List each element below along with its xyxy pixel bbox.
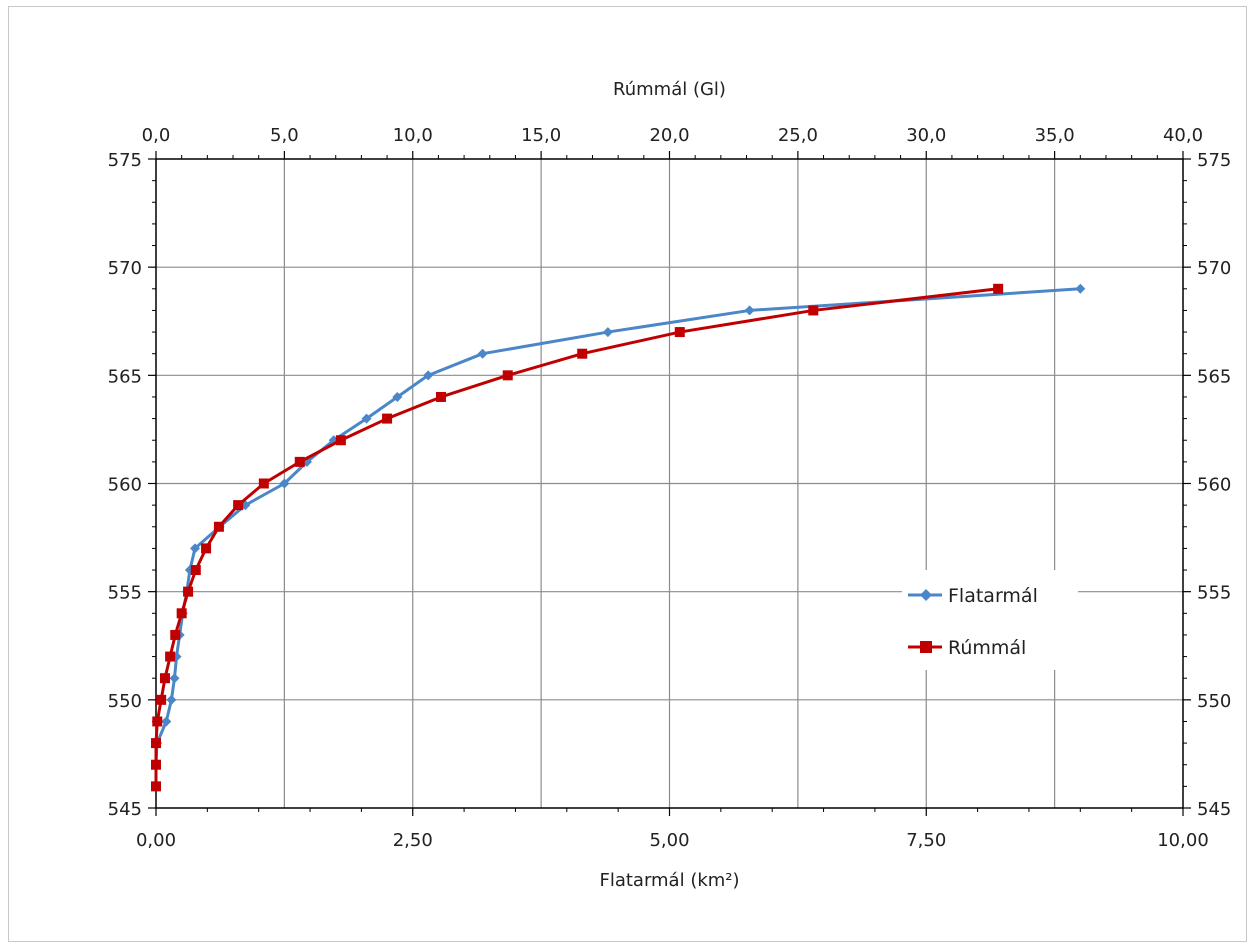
series-line [154, 287, 1081, 787]
data-point [183, 586, 194, 597]
series-0 [151, 283, 1086, 792]
x2-tick-label: 0,0 [142, 125, 171, 146]
data-point [392, 391, 403, 402]
data-point [213, 521, 224, 532]
data-point [161, 716, 172, 727]
data-point [165, 651, 176, 662]
data-point [233, 500, 244, 511]
y-tick-label: 555 [108, 583, 142, 604]
data-point [674, 327, 685, 338]
x2-tick-label: 25,0 [778, 125, 818, 146]
gridlines [156, 159, 1183, 808]
data-point [190, 543, 201, 554]
y-tick-label: 565 [108, 366, 142, 387]
data-point [156, 694, 167, 705]
x2-tick-label: 5,0 [270, 125, 299, 146]
chart-frame [8, 6, 1247, 942]
series-1 [151, 283, 1004, 792]
data-point [1075, 283, 1086, 294]
data-point [435, 391, 446, 402]
data-point [151, 759, 161, 770]
data-point [201, 543, 212, 554]
data-point [744, 305, 755, 316]
y-tick-label: 570 [108, 258, 142, 279]
legend-label: Flatarmál [948, 585, 1038, 607]
x-tick-label: 7,50 [906, 830, 946, 851]
data-point [258, 478, 269, 489]
data-point [151, 781, 161, 792]
x2-tick-label: 10,0 [393, 125, 433, 146]
tick-labels: 545 545 550 550 555 555 560 560 565 565 570 570 575 5… [108, 125, 1232, 851]
y-tick-label: 550 [108, 691, 142, 712]
legend-marker [920, 641, 932, 653]
data-point [502, 370, 513, 381]
data-point [166, 694, 177, 705]
legend-background [902, 570, 1078, 670]
y2-tick-label: 555 [1197, 583, 1231, 604]
x2-tick-label: 35,0 [1035, 125, 1075, 146]
y-tick-label: 560 [108, 475, 142, 496]
data-point [176, 608, 187, 619]
data-point [993, 283, 1004, 294]
y2-tick-label: 550 [1197, 691, 1231, 712]
x2-tick-label: 30,0 [906, 125, 946, 146]
y2-tick-label: 565 [1197, 366, 1231, 387]
y-tick-label: 545 [108, 799, 142, 820]
data-point [159, 673, 170, 684]
series-line [154, 287, 999, 787]
y2-tick-label: 575 [1197, 150, 1231, 171]
data-point [294, 456, 305, 467]
axis-ticks [148, 151, 1191, 816]
x-tick-label: 10,00 [1157, 830, 1209, 851]
data-point [808, 305, 819, 316]
data-point [602, 327, 613, 338]
y2-tick-label: 570 [1197, 258, 1231, 279]
data-point [423, 370, 434, 381]
data-point [361, 413, 372, 424]
data-point [190, 565, 201, 576]
data-point [335, 435, 346, 446]
data-point [169, 673, 180, 684]
data-point [577, 348, 588, 359]
y2-tick-label: 545 [1197, 799, 1231, 820]
y-tick-label: 575 [108, 150, 142, 171]
y2-tick-label: 560 [1197, 475, 1231, 496]
series-group [151, 283, 1086, 792]
legend-marker [920, 589, 932, 601]
x-tick-label: 2,50 [393, 830, 433, 851]
legend-label: Rúmmál [948, 637, 1026, 659]
x2-axis-title: Rúmmál (Gl) [613, 79, 726, 100]
data-point [477, 348, 488, 359]
x2-tick-label: 20,0 [649, 125, 689, 146]
data-point [152, 716, 163, 727]
x-tick-label: 0,00 [136, 830, 176, 851]
x-tick-label: 5,00 [649, 830, 689, 851]
x-axis-title: Flatarmál (km²) [599, 870, 739, 891]
x2-tick-label: 40,0 [1163, 125, 1203, 146]
data-point [170, 629, 181, 640]
legend: Flatarmál Rúmmál [902, 570, 1078, 670]
data-point [382, 413, 393, 424]
data-point [279, 478, 290, 489]
x2-tick-label: 15,0 [521, 125, 561, 146]
data-point [151, 738, 161, 749]
